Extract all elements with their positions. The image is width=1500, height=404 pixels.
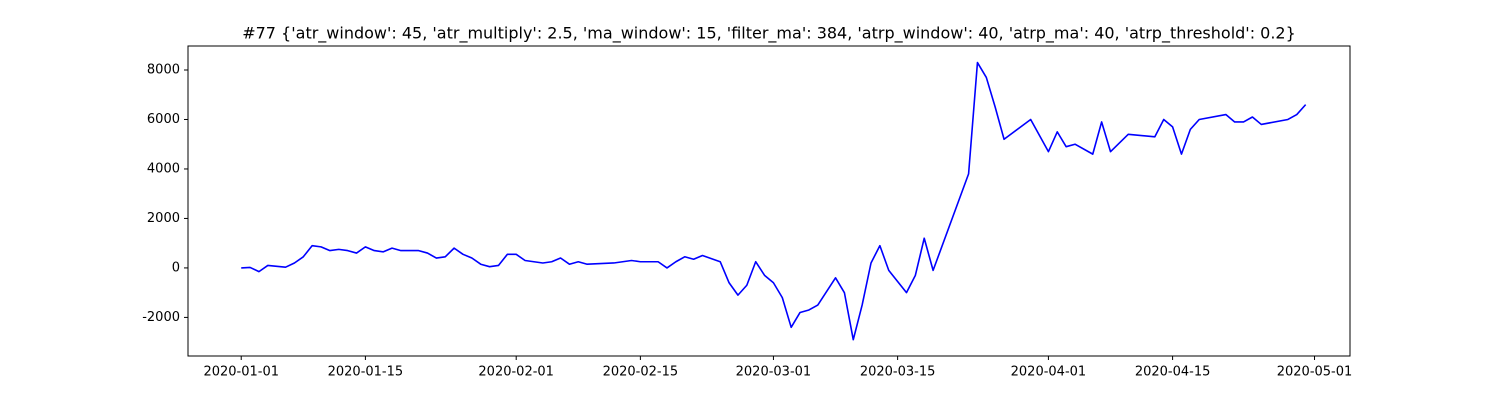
x-tick-label: 2020-03-01 [736, 365, 812, 380]
x-tick-label: 2020-01-01 [203, 365, 279, 380]
chart-title: #77 {'atr_window': 45, 'atr_multiply': 2… [242, 24, 1296, 44]
y-tick-label: 6000 [147, 112, 180, 127]
y-tick-label: 4000 [147, 161, 180, 176]
axes-frame [187, 45, 1351, 357]
y-tick-label: -2000 [142, 310, 180, 325]
line-series [241, 61, 1307, 341]
x-tick-label: 2020-02-01 [478, 365, 554, 380]
x-tick-label: 2020-02-15 [603, 365, 679, 380]
x-tick-label: 2020-04-01 [1011, 365, 1087, 380]
x-tick-label: 2020-04-15 [1135, 365, 1211, 380]
x-tick-label: 2020-01-15 [328, 365, 404, 380]
y-tick-label: 8000 [147, 62, 180, 77]
y-tick-label: 2000 [147, 211, 180, 226]
x-tick-label: 2020-03-15 [860, 365, 936, 380]
x-tick-label: 2020-05-01 [1277, 365, 1353, 380]
y-tick-label: 0 [172, 260, 180, 275]
